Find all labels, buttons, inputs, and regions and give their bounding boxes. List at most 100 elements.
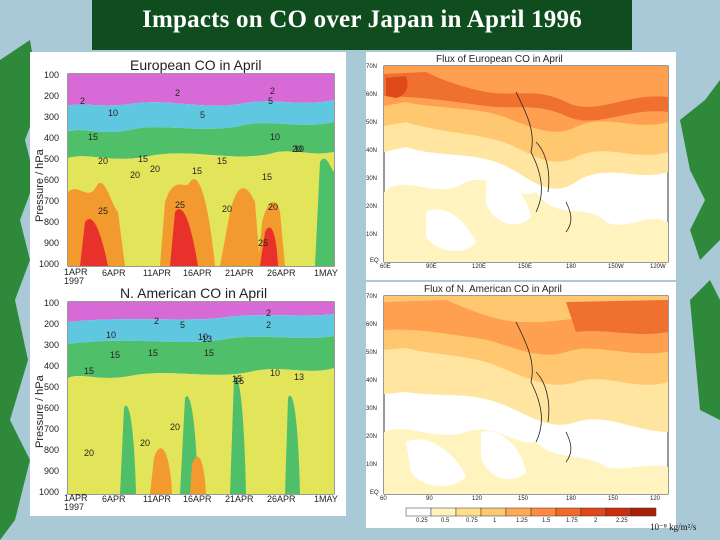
namerica-profile-title: N. American CO in April	[120, 285, 268, 301]
contour-label: 15	[84, 366, 95, 376]
contour-label: 20	[140, 438, 151, 448]
europe-flux-xtick-2: 90E	[426, 264, 437, 270]
namerica-ytick-1000: 1000	[39, 487, 60, 497]
units-label: 10⁻⁸ kg/m²/s	[650, 522, 697, 532]
namerica-flux-ytick-70: 70N	[366, 294, 378, 300]
contour-label: 25	[98, 206, 109, 216]
contour-label: 2	[270, 86, 276, 96]
slide-title: Impacts on CO over Japan in April 1996	[142, 6, 582, 33]
europe-xtick-1: 1APR 1997	[64, 267, 88, 286]
europe-ytick-600: 600	[44, 175, 60, 185]
europe-ytick-100: 100	[44, 70, 60, 80]
contour-label: 15	[204, 348, 215, 358]
europe-ytick-900: 900	[44, 238, 60, 248]
contour-label: 15	[232, 374, 243, 384]
colorbar-swatch	[605, 507, 632, 517]
europe-flux-xtick-5: 180	[566, 264, 577, 270]
namerica-ytick-300: 300	[44, 340, 60, 350]
contour-label: 15	[262, 172, 273, 182]
contour-label: 15	[138, 154, 149, 164]
namerica-flux-xtick-3: 120	[472, 496, 483, 502]
colorbar-label: 0.75	[466, 518, 478, 524]
contour-label: 10	[270, 368, 281, 378]
europe-xtick-2: 6APR	[102, 268, 126, 278]
europe-flux-ytick-10: 10N	[366, 232, 378, 238]
contour-label: 13	[202, 334, 213, 344]
contour-label: 5	[268, 96, 274, 106]
namerica-xtick-3: 11APR	[143, 494, 171, 504]
europe-flux-contours	[383, 65, 669, 263]
colorbar-label: 2	[594, 518, 598, 524]
europe-flux-ytick-50: 50N	[366, 120, 378, 126]
europe-co-profile-panel: European CO in April Pressure / hPa 100 …	[30, 52, 346, 288]
namerica-flux-ytick-eq: EQ	[370, 490, 379, 496]
europe-ytick-1000: 1000	[39, 259, 60, 269]
contour-label: 2	[80, 96, 86, 106]
colorbar-label: 1.5	[542, 518, 551, 524]
europe-flux-ytick-40: 40N	[366, 148, 378, 154]
europe-flux-title: Flux of European CO in April	[436, 54, 563, 65]
contour-label: 2	[266, 320, 272, 330]
colorbar-swatch	[505, 507, 532, 517]
namerica-ytick-500: 500	[44, 382, 60, 392]
europe-profile-contours	[67, 73, 335, 267]
contour-label: 15	[192, 166, 203, 176]
contour-label: 25	[175, 200, 186, 210]
contour-label: 10	[106, 330, 117, 340]
namerica-flux-ytick-50: 50N	[366, 350, 378, 356]
europe-xtick-6: 26APR	[267, 268, 296, 278]
namerica-ytick-600: 600	[44, 403, 60, 413]
europe-ytick-500: 500	[44, 154, 60, 164]
contour-label: 20	[292, 144, 303, 154]
namerica-flux-map-panel: Flux of N. American CO in April 70N 60N …	[366, 282, 676, 528]
colorbar-label: 1.25	[516, 518, 528, 524]
colorbar-swatch	[480, 507, 507, 517]
contour-label: 20	[130, 170, 141, 180]
europe-flux-xtick-6: 150W	[608, 264, 624, 270]
namerica-flux-xtick-4: 150	[518, 496, 529, 502]
namerica-flux-ytick-10: 10N	[366, 462, 378, 468]
colorbar	[405, 507, 657, 517]
namerica-flux-xtick-2: 90	[426, 496, 433, 502]
namerica-xtick-4: 16APR	[183, 494, 212, 504]
europe-xtick-3: 11APR	[143, 268, 171, 278]
colorbar-label: 2.25	[616, 518, 628, 524]
namerica-flux-ytick-20: 20N	[366, 434, 378, 440]
europe-ytick-300: 300	[44, 112, 60, 122]
colorbar-swatch	[430, 507, 457, 517]
colorbar-label: 1	[493, 518, 497, 524]
namerica-flux-xtick-1: 60	[380, 496, 387, 502]
colorbar-swatch	[555, 507, 582, 517]
namerica-flux-ytick-30: 30N	[366, 406, 378, 412]
contour-label: 15	[234, 376, 245, 386]
europe-ytick-400: 400	[44, 133, 60, 143]
namerica-ytick-100: 100	[44, 298, 60, 308]
contour-label: 10	[294, 144, 305, 154]
contour-label: 2	[266, 308, 272, 318]
namerica-flux-ytick-60: 60N	[366, 322, 378, 328]
contour-label: 20	[170, 422, 181, 432]
namerica-ytick-700: 700	[44, 424, 60, 434]
contour-label: 15	[217, 156, 228, 166]
colorbar-label: 1.75	[566, 518, 578, 524]
europe-flux-xtick-4: 150E	[518, 264, 533, 270]
europe-ytick-200: 200	[44, 91, 60, 101]
europe-flux-ytick-eq: EQ	[370, 258, 379, 264]
contour-label: 5	[200, 110, 206, 120]
namerica-profile-contours	[67, 301, 335, 495]
contour-label: 20	[222, 204, 233, 214]
contour-label: 13	[294, 372, 305, 382]
contour-label: 20	[98, 156, 109, 166]
namerica-flux-contours	[383, 295, 669, 495]
europe-ytick-700: 700	[44, 196, 60, 206]
contour-label: 20	[268, 202, 279, 212]
contour-label: 15	[88, 132, 99, 142]
namerica-xtick-1: 1APR 1997	[64, 493, 88, 512]
colorbar-swatch	[630, 507, 657, 517]
europe-flux-xtick-1: 60E	[380, 264, 391, 270]
contour-label: 20	[84, 448, 95, 458]
contour-label: 10	[270, 132, 281, 142]
europe-flux-xtick-7: 120W	[650, 264, 666, 270]
contour-label: 2	[154, 316, 160, 326]
namerica-ytick-800: 800	[44, 445, 60, 455]
